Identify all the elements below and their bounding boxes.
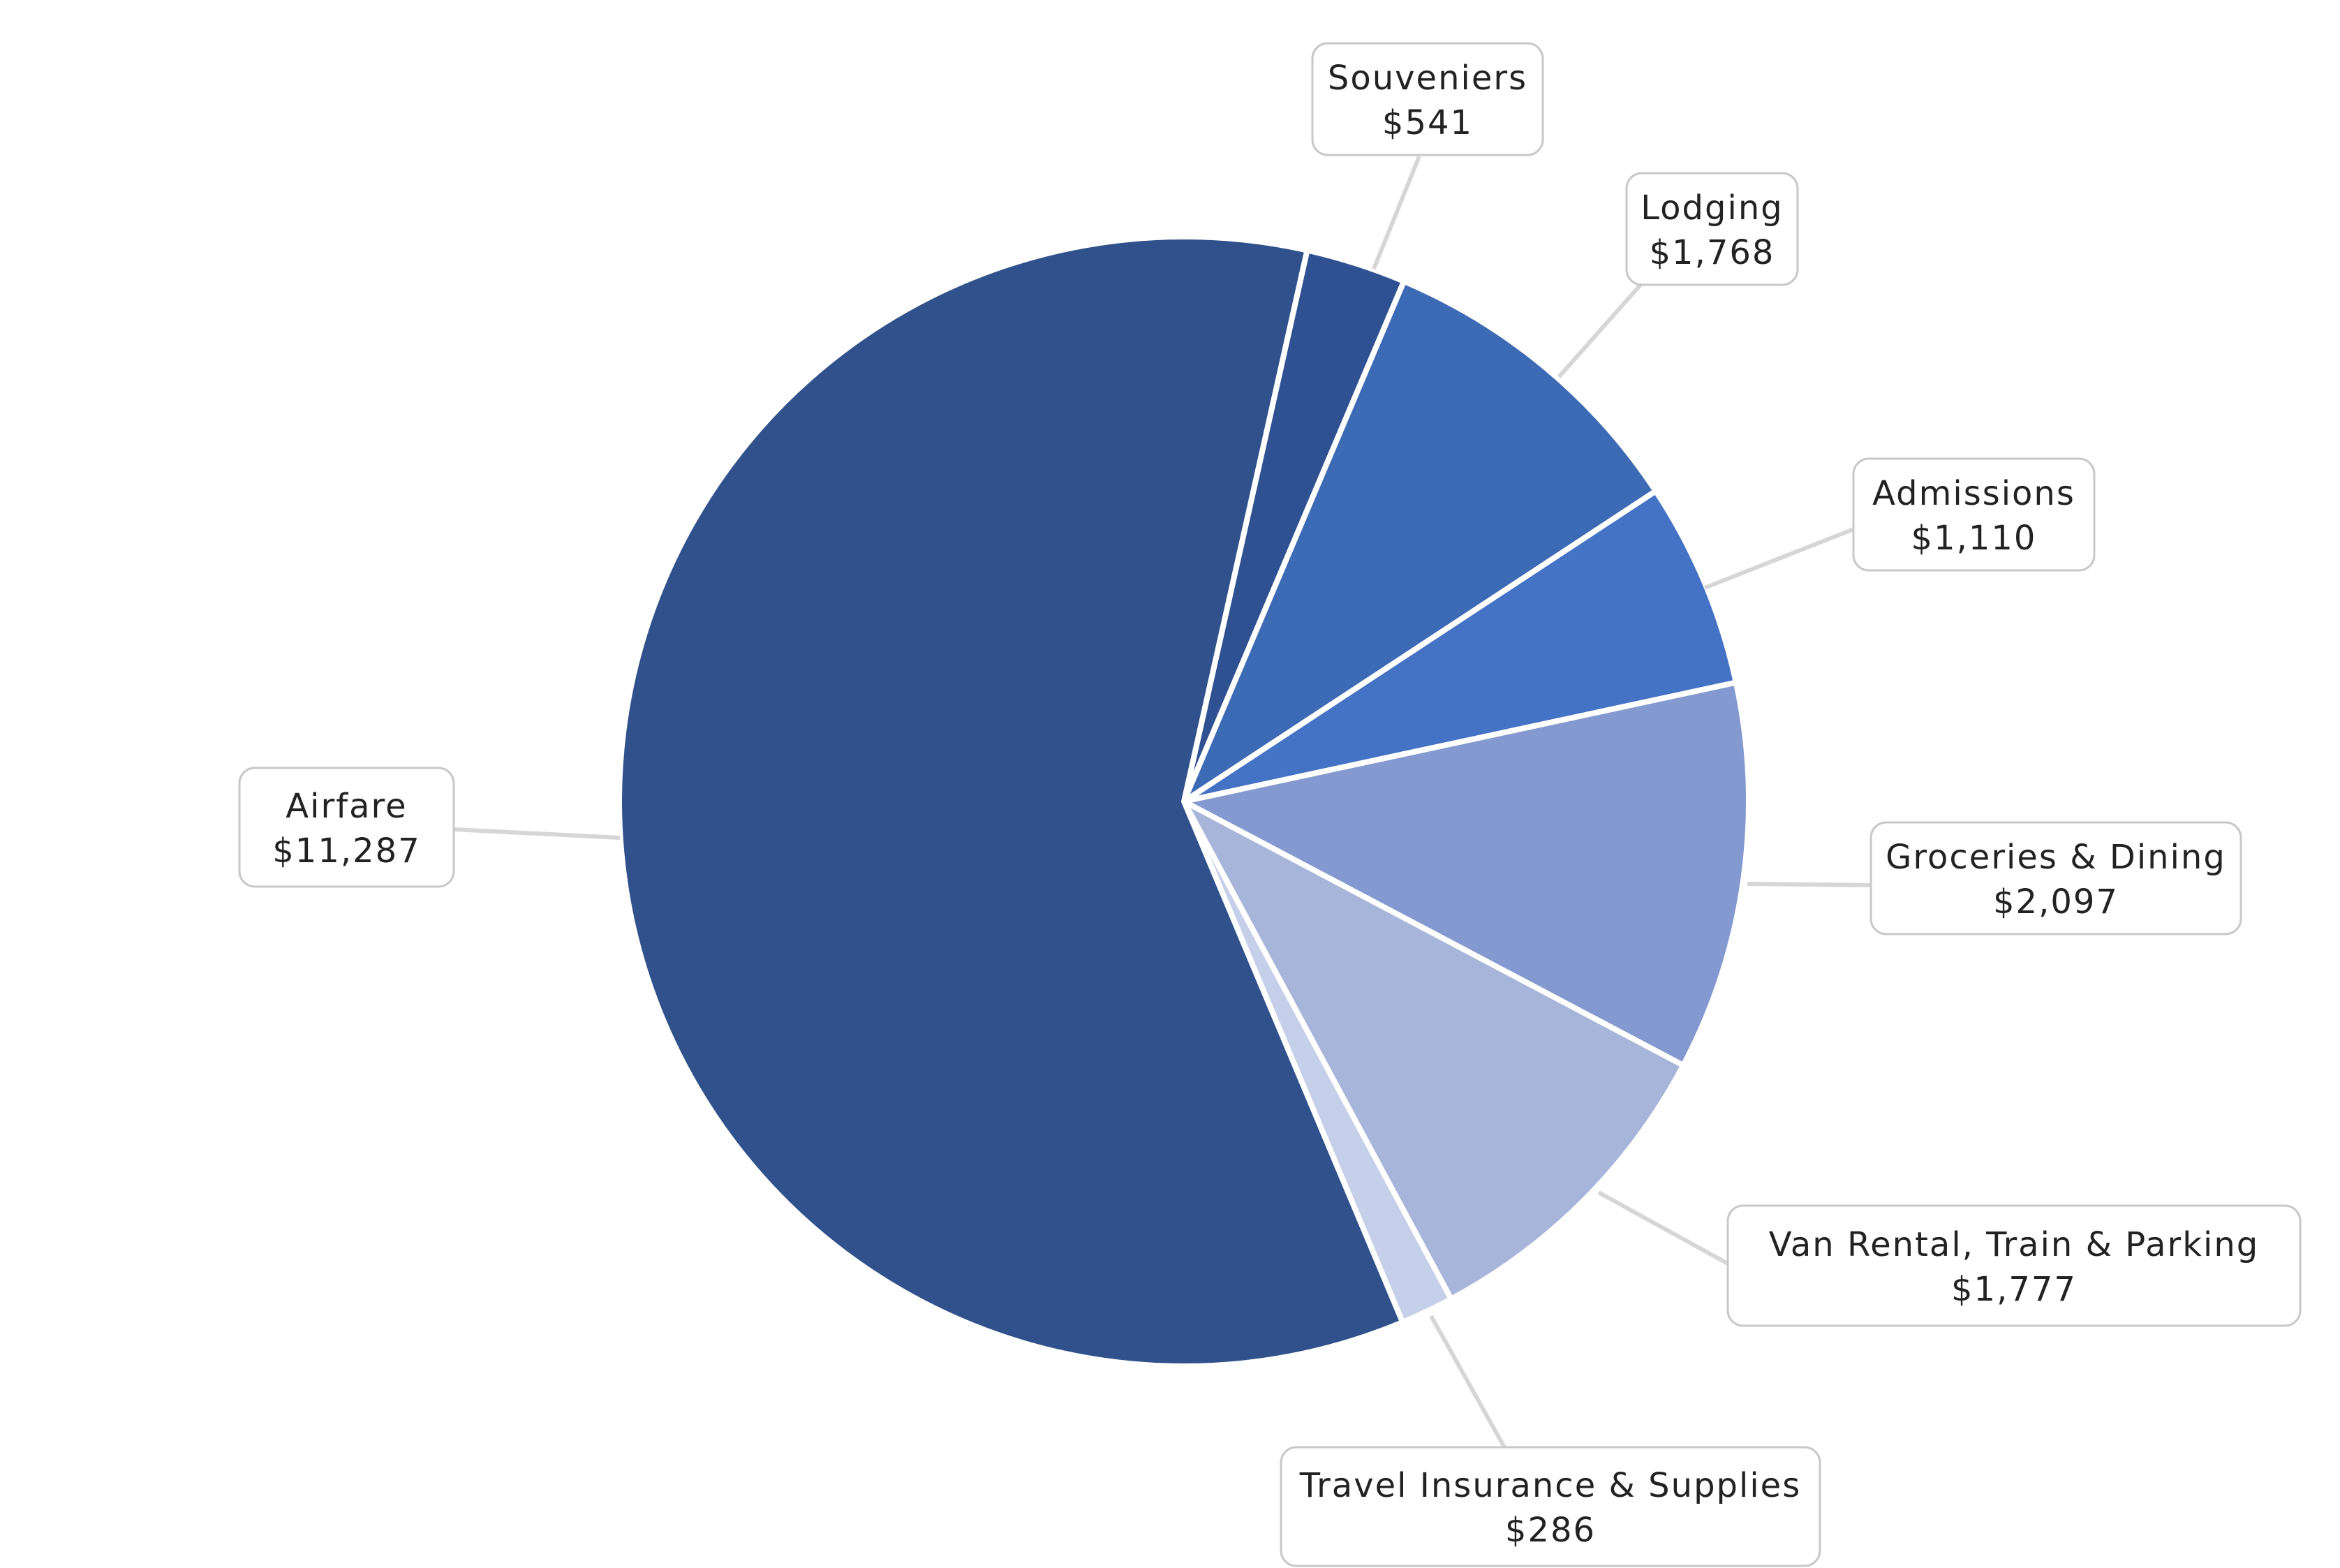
slice-category-label: Van Rental, Train & Parking <box>1769 1225 2260 1264</box>
slice-label: Souveniers $541 <box>1311 42 1544 156</box>
pie-slice-admissions <box>1181 488 1739 804</box>
slice-label: Lodging $1,768 <box>1625 172 1799 286</box>
slice-label: Admissions $1,110 <box>1852 457 2096 572</box>
slice-value-label: $11,287 <box>272 831 421 871</box>
pie-slice-van-rental-train-parking <box>1181 799 1687 1302</box>
label-box <box>1726 1204 2302 1327</box>
label-box <box>1311 42 1544 156</box>
slice-category-label: Admissions <box>1872 474 2075 513</box>
pie-slices <box>616 234 1752 1369</box>
slice-label: Groceries & Dining $2,097 <box>1869 821 2242 935</box>
label-box <box>1625 172 1799 286</box>
slice-value-label: $286 <box>1505 1511 1596 1550</box>
label-box <box>238 767 455 888</box>
leader-line <box>1372 155 1421 270</box>
leader-line <box>1703 527 1855 590</box>
leader-lines <box>453 155 1872 1449</box>
pie-slice-lodging <box>1181 278 1659 804</box>
leader-line <box>1429 1315 1506 1449</box>
slice-value-label: $2,097 <box>1993 882 2119 922</box>
slice-category-label: Groceries & Dining <box>1886 838 2226 877</box>
leader-line <box>453 827 621 840</box>
pie-slice-groceries-dining <box>1181 679 1752 1069</box>
slice-label: Travel Insurance & Supplies $286 <box>1280 1446 1821 1567</box>
pie-slice-airfare <box>616 234 1406 1369</box>
slice-value-label: $1,768 <box>1650 233 1775 272</box>
slice-label: Airfare $11,287 <box>238 767 455 888</box>
slice-category-label: Airfare <box>286 787 407 826</box>
slice-value-label: $541 <box>1382 103 1473 142</box>
slice-value-label: $1,110 <box>1911 519 2037 558</box>
slice-category-label: Lodging <box>1641 188 1783 228</box>
slice-labels: Souveniers $541 Lodging $1,768 Admissions $1,… <box>238 42 2302 1567</box>
slice-label: Van Rental, Train & Parking $1,777 <box>1726 1204 2302 1327</box>
label-box <box>1869 821 2242 935</box>
leader-line <box>1747 882 1872 887</box>
label-box <box>1280 1446 1821 1567</box>
leader-line <box>1557 283 1643 378</box>
slice-value-label: $1,777 <box>1951 1270 2077 1309</box>
label-box <box>1852 457 2096 572</box>
leader-line <box>1597 1190 1729 1266</box>
slice-category-label: Souveniers <box>1328 59 1527 98</box>
slice-category-label: Travel Insurance & Supplies <box>1299 1466 1801 1505</box>
